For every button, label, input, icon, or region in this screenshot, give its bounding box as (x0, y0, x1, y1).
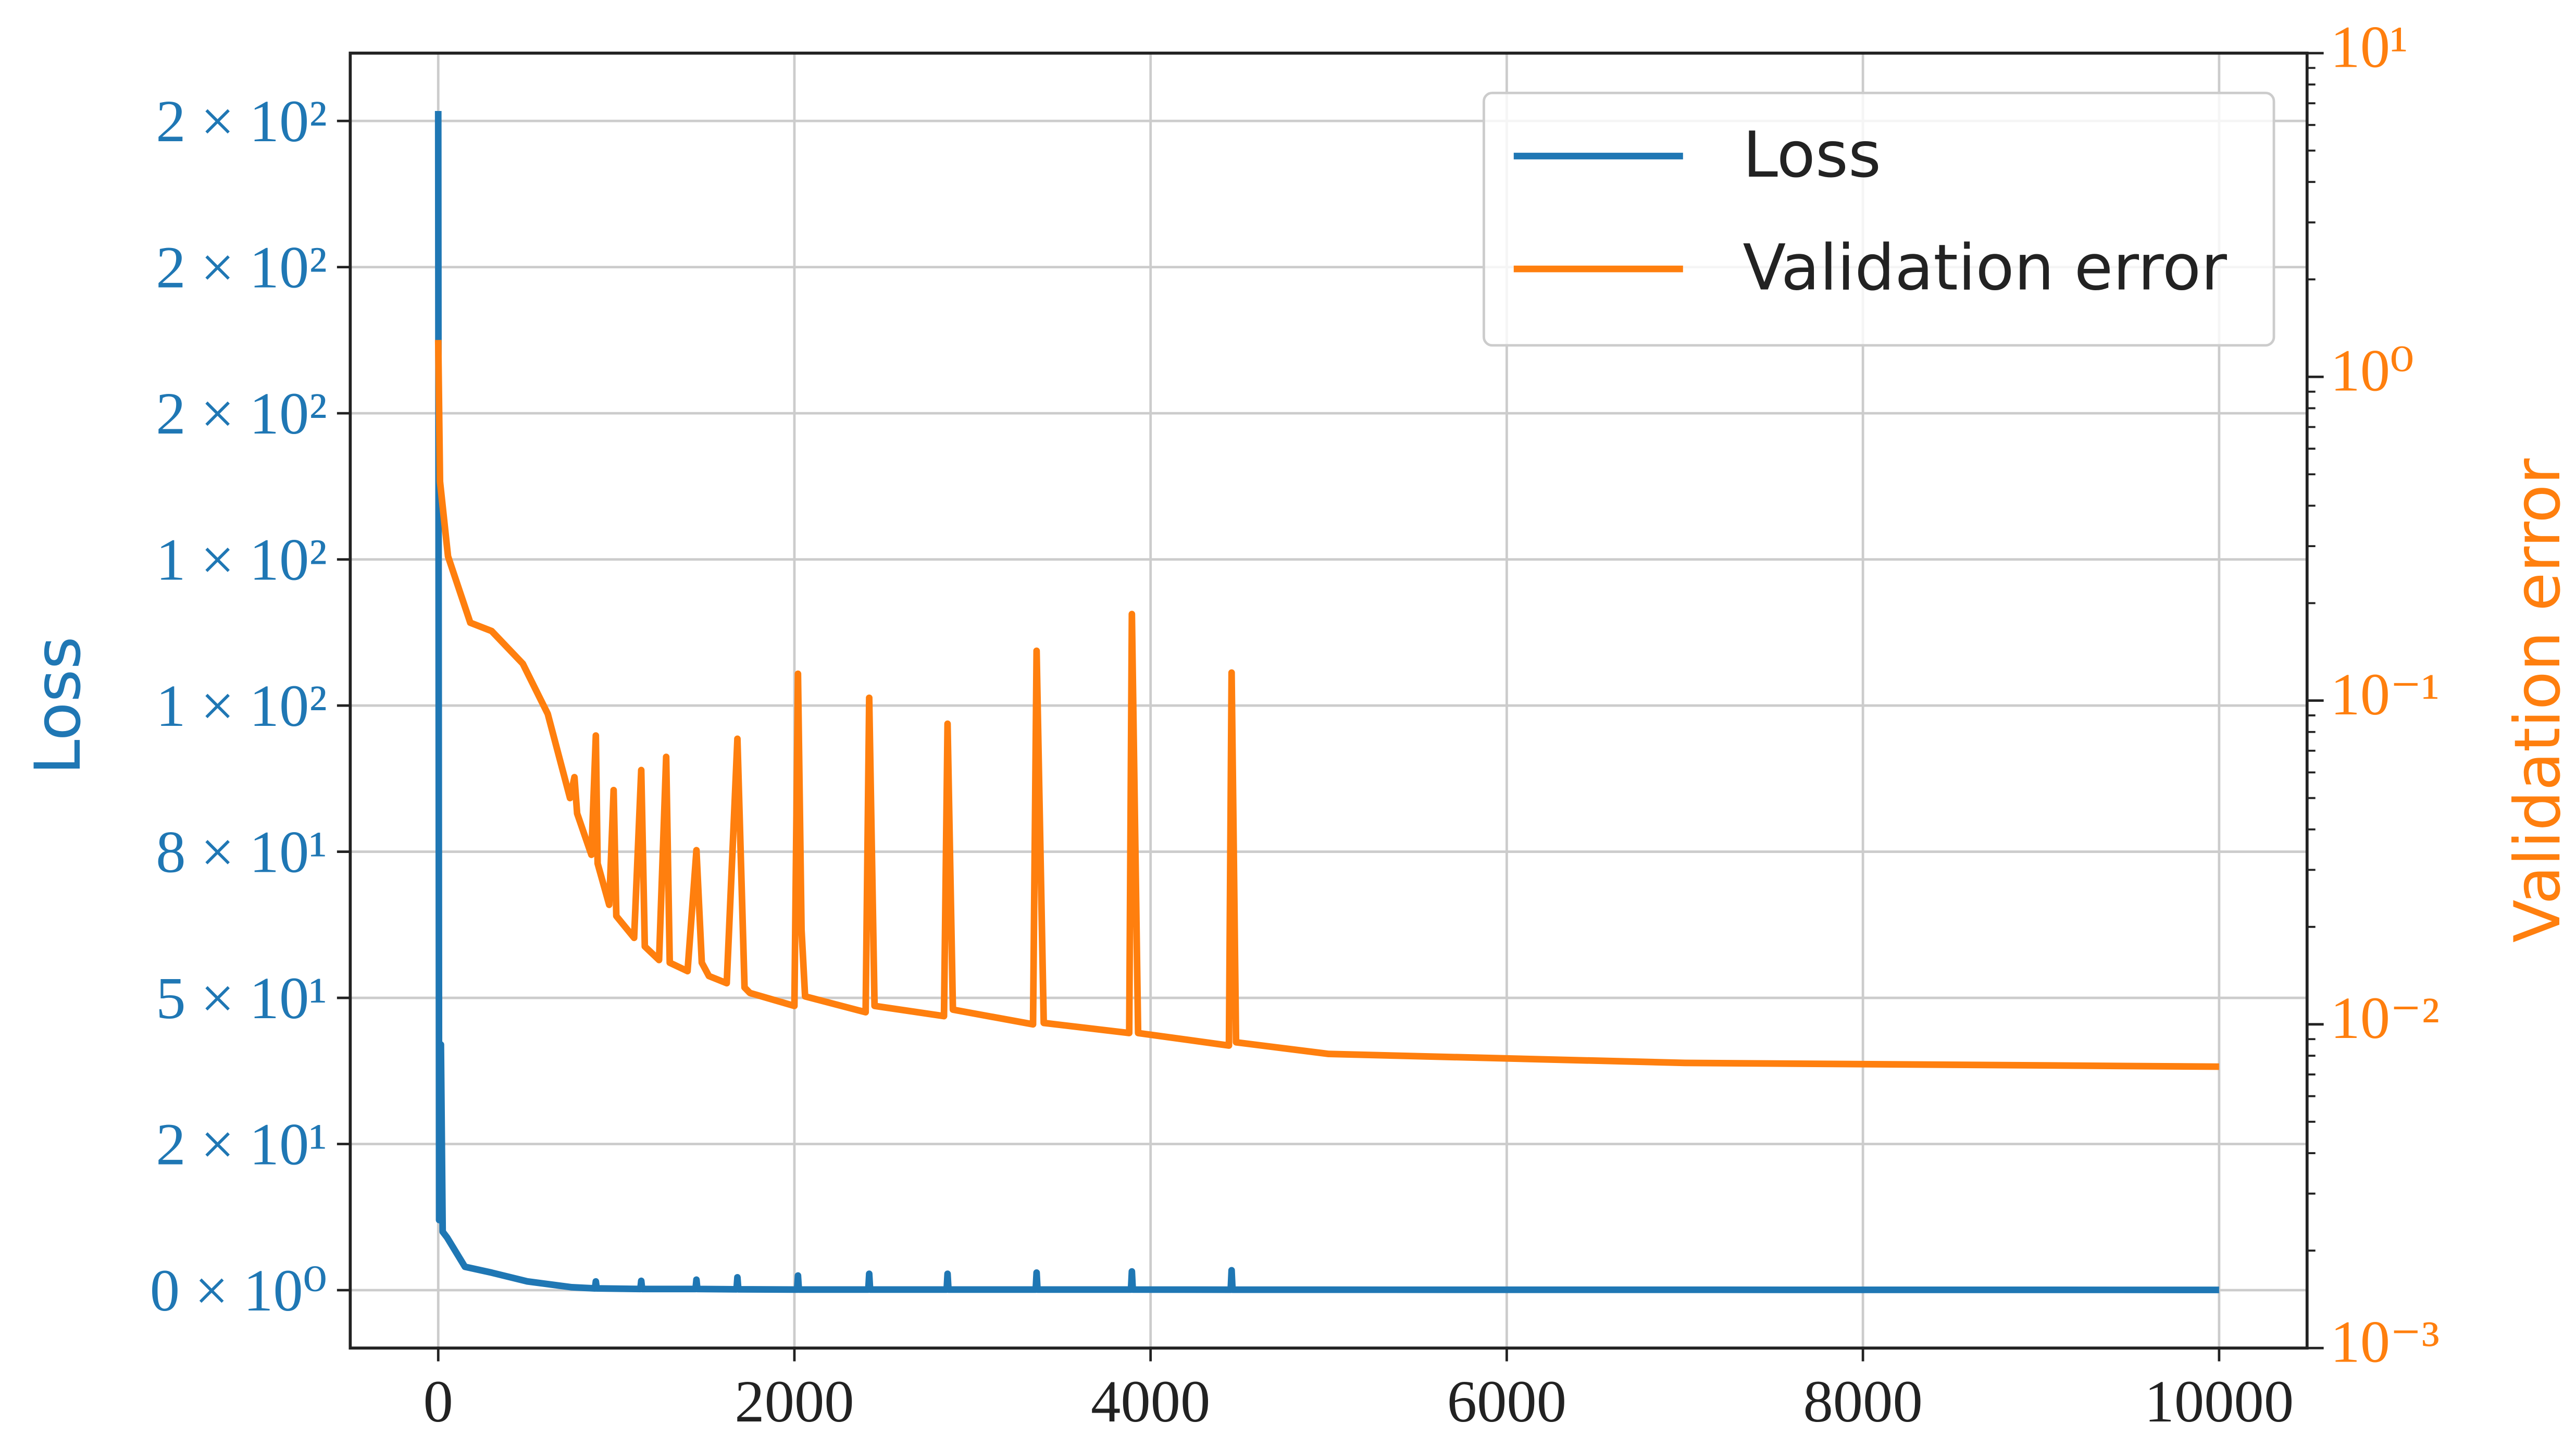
legend-label: Validation error (1743, 231, 2227, 305)
y-tick-label: 5 × 10¹ (156, 965, 327, 1031)
y2-tick-label: 10¹ (2330, 14, 2408, 80)
y2-tick-label: 10⁻² (2330, 985, 2440, 1051)
y-tick-label: 2 × 10² (156, 88, 327, 154)
x-tick-label: 8000 (1803, 1368, 1922, 1434)
line (434, 111, 2219, 1293)
x-tick-label: 4000 (1091, 1368, 1210, 1434)
y-tick-label: 1 × 10² (156, 527, 327, 593)
y-tick-label: 0 × 10⁰ (150, 1257, 327, 1324)
x-tick-label: 0 (424, 1368, 453, 1434)
y2-axis-label: Validation error (2501, 459, 2574, 943)
x-tick-label: 10000 (2145, 1368, 2294, 1434)
y-tick-label: 2 × 10² (156, 380, 327, 447)
x-tick-label: 2000 (735, 1368, 854, 1434)
x-tick-label: 6000 (1447, 1368, 1566, 1434)
y2-tick-label: 10⁻¹ (2330, 661, 2440, 727)
line (434, 340, 2219, 1070)
y-tick-label: 8 × 10¹ (156, 819, 327, 885)
y2-tick-label: 10⁻³ (2330, 1308, 2440, 1375)
y2-tick-label: 10⁰ (2330, 338, 2414, 404)
legend-label: Loss (1743, 118, 1881, 192)
y-tick-label: 1 × 10² (156, 673, 327, 739)
y-tick-label: 2 × 10¹ (156, 1111, 327, 1178)
plot-frame (349, 52, 2309, 1350)
y-tick-label: 2 × 10² (156, 234, 327, 301)
y-axis-label: Loss (21, 636, 95, 775)
